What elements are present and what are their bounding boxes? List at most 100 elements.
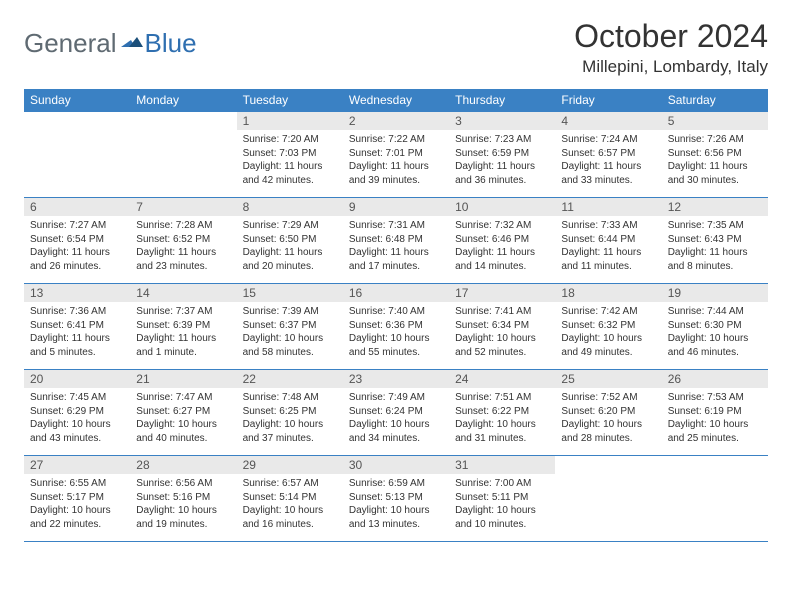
daylight-text: Daylight: 11 hours and 8 minutes. <box>668 246 762 273</box>
calendar-day-cell <box>662 456 768 542</box>
day-details: Sunrise: 7:49 AMSunset: 6:24 PMDaylight:… <box>343 388 449 448</box>
daylight-text: Daylight: 10 hours and 58 minutes. <box>243 332 337 359</box>
calendar-day-cell: 28Sunrise: 6:56 AMSunset: 5:16 PMDayligh… <box>130 456 236 542</box>
daylight-text: Daylight: 11 hours and 30 minutes. <box>668 160 762 187</box>
day-details: Sunrise: 7:36 AMSunset: 6:41 PMDaylight:… <box>24 302 130 362</box>
sunset-text: Sunset: 6:50 PM <box>243 233 337 247</box>
daylight-text: Daylight: 11 hours and 39 minutes. <box>349 160 443 187</box>
sunrise-text: Sunrise: 7:48 AM <box>243 391 337 405</box>
daylight-text: Daylight: 11 hours and 20 minutes. <box>243 246 337 273</box>
calendar-day-cell: 25Sunrise: 7:52 AMSunset: 6:20 PMDayligh… <box>555 370 661 456</box>
sunrise-text: Sunrise: 7:36 AM <box>30 305 124 319</box>
calendar-day-cell: 17Sunrise: 7:41 AMSunset: 6:34 PMDayligh… <box>449 284 555 370</box>
calendar-week-row: 13Sunrise: 7:36 AMSunset: 6:41 PMDayligh… <box>24 284 768 370</box>
calendar-day-cell: 24Sunrise: 7:51 AMSunset: 6:22 PMDayligh… <box>449 370 555 456</box>
day-number: 5 <box>662 112 768 130</box>
sunrise-text: Sunrise: 7:26 AM <box>668 133 762 147</box>
day-number: 7 <box>130 198 236 216</box>
sunrise-text: Sunrise: 7:29 AM <box>243 219 337 233</box>
sunset-text: Sunset: 7:01 PM <box>349 147 443 161</box>
day-details: Sunrise: 7:35 AMSunset: 6:43 PMDaylight:… <box>662 216 768 276</box>
day-details: Sunrise: 7:48 AMSunset: 6:25 PMDaylight:… <box>237 388 343 448</box>
day-number: 11 <box>555 198 661 216</box>
day-number: 30 <box>343 456 449 474</box>
day-details: Sunrise: 6:55 AMSunset: 5:17 PMDaylight:… <box>24 474 130 534</box>
calendar-week-row: 6Sunrise: 7:27 AMSunset: 6:54 PMDaylight… <box>24 198 768 284</box>
day-details: Sunrise: 7:33 AMSunset: 6:44 PMDaylight:… <box>555 216 661 276</box>
daylight-text: Daylight: 11 hours and 36 minutes. <box>455 160 549 187</box>
day-number: 19 <box>662 284 768 302</box>
calendar-day-cell: 16Sunrise: 7:40 AMSunset: 6:36 PMDayligh… <box>343 284 449 370</box>
sunset-text: Sunset: 5:17 PM <box>30 491 124 505</box>
calendar-header: SundayMondayTuesdayWednesdayThursdayFrid… <box>24 89 768 112</box>
calendar-day-cell: 12Sunrise: 7:35 AMSunset: 6:43 PMDayligh… <box>662 198 768 284</box>
daylight-text: Daylight: 11 hours and 11 minutes. <box>561 246 655 273</box>
daylight-text: Daylight: 10 hours and 19 minutes. <box>136 504 230 531</box>
sunset-text: Sunset: 6:54 PM <box>30 233 124 247</box>
sunset-text: Sunset: 6:34 PM <box>455 319 549 333</box>
day-number: 21 <box>130 370 236 388</box>
calendar-day-cell: 2Sunrise: 7:22 AMSunset: 7:01 PMDaylight… <box>343 112 449 198</box>
sunset-text: Sunset: 5:11 PM <box>455 491 549 505</box>
sunset-text: Sunset: 6:44 PM <box>561 233 655 247</box>
calendar-day-cell: 8 Sunrise: 7:29 AMSunset: 6:50 PMDaylight… <box>237 198 343 284</box>
calendar-table: SundayMondayTuesdayWednesdayThursdayFrid… <box>24 89 768 542</box>
sunrise-text: Sunrise: 6:56 AM <box>136 477 230 491</box>
day-number: 14 <box>130 284 236 302</box>
logo-text-blue: Blue <box>145 28 197 59</box>
day-number: 16 <box>343 284 449 302</box>
day-number: 6 <box>24 198 130 216</box>
sunset-text: Sunset: 6:52 PM <box>136 233 230 247</box>
day-details: Sunrise: 7:22 AMSunset: 7:01 PMDaylight:… <box>343 130 449 190</box>
day-number: 8 <box>237 198 343 216</box>
calendar-day-cell: 22Sunrise: 7:48 AMSunset: 6:25 PMDayligh… <box>237 370 343 456</box>
sunset-text: Sunset: 6:27 PM <box>136 405 230 419</box>
day-number: 25 <box>555 370 661 388</box>
day-details: Sunrise: 7:20 AMSunset: 7:03 PMDaylight:… <box>237 130 343 190</box>
sunrise-text: Sunrise: 7:31 AM <box>349 219 443 233</box>
calendar-body: 1Sunrise: 7:20 AMSunset: 7:03 PMDaylight… <box>24 112 768 542</box>
calendar-day-cell: 20Sunrise: 7:45 AMSunset: 6:29 PMDayligh… <box>24 370 130 456</box>
day-number: 27 <box>24 456 130 474</box>
calendar-week-row: 1Sunrise: 7:20 AMSunset: 7:03 PMDaylight… <box>24 112 768 198</box>
sunrise-text: Sunrise: 7:45 AM <box>30 391 124 405</box>
daylight-text: Daylight: 10 hours and 22 minutes. <box>30 504 124 531</box>
daylight-text: Daylight: 10 hours and 34 minutes. <box>349 418 443 445</box>
sunrise-text: Sunrise: 7:47 AM <box>136 391 230 405</box>
sunset-text: Sunset: 6:39 PM <box>136 319 230 333</box>
location: Millepini, Lombardy, Italy <box>574 57 768 77</box>
calendar-day-cell <box>130 112 236 198</box>
day-of-week-header: Friday <box>555 89 661 112</box>
day-details: Sunrise: 7:47 AMSunset: 6:27 PMDaylight:… <box>130 388 236 448</box>
sunrise-text: Sunrise: 7:35 AM <box>668 219 762 233</box>
day-number: 12 <box>662 198 768 216</box>
sunrise-text: Sunrise: 7:32 AM <box>455 219 549 233</box>
logo: General Blue <box>24 28 197 59</box>
day-number: 2 <box>343 112 449 130</box>
calendar-day-cell: 26Sunrise: 7:53 AMSunset: 6:19 PMDayligh… <box>662 370 768 456</box>
sunrise-text: Sunrise: 7:39 AM <box>243 305 337 319</box>
day-details: Sunrise: 7:28 AMSunset: 6:52 PMDaylight:… <box>130 216 236 276</box>
title-block: October 2024 Millepini, Lombardy, Italy <box>574 18 768 77</box>
sunrise-text: Sunrise: 7:40 AM <box>349 305 443 319</box>
calendar-day-cell: 27Sunrise: 6:55 AMSunset: 5:17 PMDayligh… <box>24 456 130 542</box>
sunrise-text: Sunrise: 7:33 AM <box>561 219 655 233</box>
calendar-day-cell <box>24 112 130 198</box>
calendar-day-cell: 11Sunrise: 7:33 AMSunset: 6:44 PMDayligh… <box>555 198 661 284</box>
sunset-text: Sunset: 5:14 PM <box>243 491 337 505</box>
day-number: 18 <box>555 284 661 302</box>
day-number: 9 <box>343 198 449 216</box>
daylight-text: Daylight: 10 hours and 31 minutes. <box>455 418 549 445</box>
day-details: Sunrise: 7:52 AMSunset: 6:20 PMDaylight:… <box>555 388 661 448</box>
calendar-week-row: 20Sunrise: 7:45 AMSunset: 6:29 PMDayligh… <box>24 370 768 456</box>
daylight-text: Daylight: 10 hours and 13 minutes. <box>349 504 443 531</box>
sunset-text: Sunset: 6:57 PM <box>561 147 655 161</box>
daylight-text: Daylight: 10 hours and 49 minutes. <box>561 332 655 359</box>
daylight-text: Daylight: 10 hours and 10 minutes. <box>455 504 549 531</box>
daylight-text: Daylight: 11 hours and 33 minutes. <box>561 160 655 187</box>
sunrise-text: Sunrise: 7:44 AM <box>668 305 762 319</box>
sunrise-text: Sunrise: 7:37 AM <box>136 305 230 319</box>
day-details: Sunrise: 7:45 AMSunset: 6:29 PMDaylight:… <box>24 388 130 448</box>
logo-text-general: General <box>24 28 117 59</box>
daylight-text: Daylight: 10 hours and 55 minutes. <box>349 332 443 359</box>
